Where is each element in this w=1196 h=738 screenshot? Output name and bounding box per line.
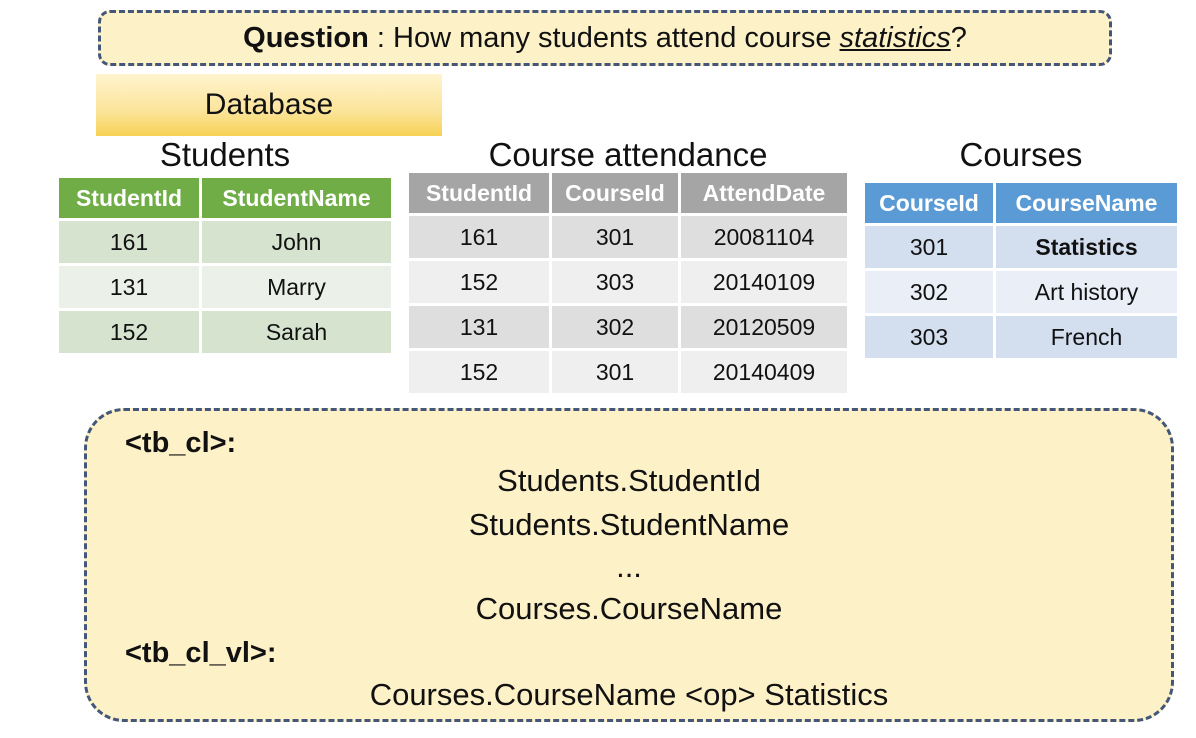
tb-cl-item: Students.StudentId: [497, 463, 761, 498]
tb-cl-ellipsis: ...: [616, 549, 642, 584]
table-row: 161 301 20081104: [409, 216, 847, 258]
question-body: How many students attend course: [393, 21, 840, 54]
table-row: 131 302 20120509: [409, 306, 847, 348]
table-row: 161 John: [59, 221, 391, 263]
question-end: ?: [950, 21, 967, 54]
tb-cl-vl-item: Courses.CourseName <op> Statistics: [369, 677, 889, 712]
table-cell: 301: [552, 216, 678, 258]
tb-cl-item: Students.StudentName: [468, 507, 790, 542]
table-cell: Marry: [202, 266, 391, 308]
table-cell: Art history: [996, 271, 1177, 313]
question-text: Question : How many students attend cour…: [243, 22, 967, 55]
table-cell: 20081104: [681, 216, 847, 258]
table-cell: John: [202, 221, 391, 263]
attendance-title: Course attendance: [488, 136, 768, 173]
courses-header-courseid: CourseId: [865, 183, 993, 223]
attendance-header-courseid: CourseId: [552, 173, 678, 213]
table-row: 131 Marry: [59, 266, 391, 308]
attendance-header-studentid: StudentId: [409, 173, 549, 213]
table-cell: 131: [59, 266, 199, 308]
table-cell: 301: [552, 351, 678, 393]
tb-cl-list: Students.StudentId Students.StudentName …: [87, 459, 1171, 631]
table-cell: 20140409: [681, 351, 847, 393]
courses-header-coursename: CourseName: [996, 183, 1177, 223]
tb-cl-item: Courses.CourseName: [475, 591, 783, 626]
table-cell: Sarah: [202, 311, 391, 353]
table-cell: 20140109: [681, 261, 847, 303]
tb-cl-vl-list: Courses.CourseName <op> Statistics: [87, 673, 1171, 717]
tb-cl-vl-tag: <tb_cl_vl>:: [125, 637, 277, 669]
question-box: Question : How many students attend cour…: [98, 10, 1112, 66]
courses-table: CourseId CourseName 301 Statistics 302 Art…: [862, 180, 1180, 361]
students-header-studentname: StudentName: [202, 178, 391, 218]
table-cell: 161: [59, 221, 199, 263]
table-cell: 152: [59, 311, 199, 353]
students-title: Students: [159, 136, 291, 173]
table-row: 301 Statistics: [865, 226, 1177, 268]
table-cell: 303: [552, 261, 678, 303]
table-cell: 131: [409, 306, 549, 348]
table-row: 303 French: [865, 316, 1177, 358]
table-cell: 301: [865, 226, 993, 268]
attendance-header-attenddate: AttendDate: [681, 173, 847, 213]
table-cell: 302: [865, 271, 993, 313]
table-cell: 20120509: [681, 306, 847, 348]
table-cell: 161: [409, 216, 549, 258]
table-cell: 152: [409, 351, 549, 393]
question-label: Question: [243, 21, 369, 54]
table-row: 152 303 20140109: [409, 261, 847, 303]
table-cell: French: [996, 316, 1177, 358]
table-cell-highlighted: Statistics: [996, 226, 1177, 268]
tb-cl-tag: <tb_cl>:: [125, 427, 237, 459]
table-cell: 302: [552, 306, 678, 348]
database-label: Database: [96, 74, 442, 136]
attendance-table: StudentId CourseId AttendDate 161 301 2008…: [406, 170, 850, 396]
courses-title: Courses: [959, 136, 1083, 173]
table-cell: 303: [865, 316, 993, 358]
question-keyword: statistics: [839, 21, 951, 54]
table-row: 152 Sarah: [59, 311, 391, 353]
schema-linking-box: <tb_cl>: Students.StudentId Students.Stu…: [84, 408, 1174, 722]
table-row: 302 Art history: [865, 271, 1177, 313]
students-header-studentid: StudentId: [59, 178, 199, 218]
question-separator: :: [368, 21, 393, 54]
table-row: 152 301 20140409: [409, 351, 847, 393]
students-table: StudentId StudentName 161 John 131 Marry 1…: [56, 175, 394, 356]
table-cell: 152: [409, 261, 549, 303]
